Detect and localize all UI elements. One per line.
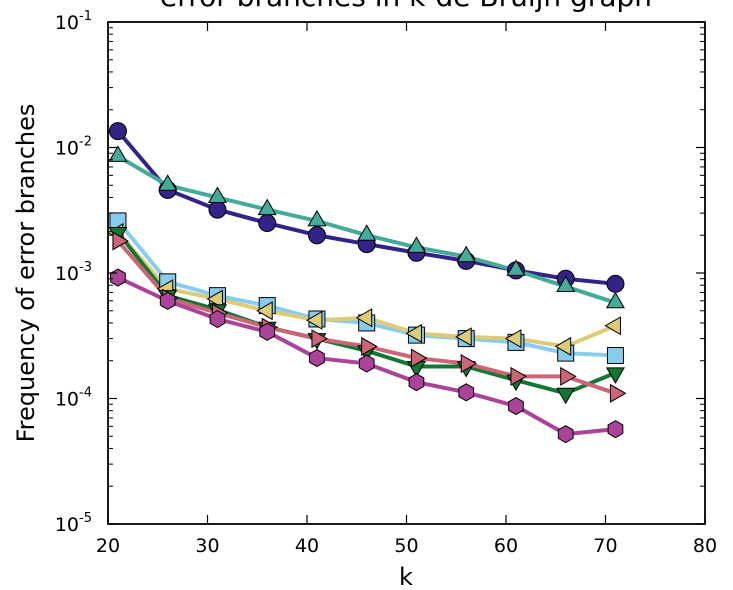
x-tick-label: 40 <box>295 535 319 557</box>
series-4-point <box>405 323 422 343</box>
series-6-point <box>311 329 328 349</box>
series-1-point <box>208 200 227 219</box>
series-2-point <box>158 174 178 191</box>
series-4-point <box>554 336 572 356</box>
series-2-point <box>506 259 526 276</box>
x-axis-label: k <box>399 563 413 590</box>
y-tick-label-exponent: -4 <box>79 386 92 401</box>
y-tick-label: 10-4 <box>55 386 92 411</box>
y-tick-label-exponent: -5 <box>79 511 92 526</box>
series-6-point <box>361 336 378 356</box>
y-tick-label-base: 10 <box>55 389 79 411</box>
series-7-point <box>110 268 126 287</box>
series-7-point <box>408 373 425 392</box>
series-7-point <box>508 397 524 416</box>
series-1-point <box>108 122 127 141</box>
series-6-point <box>510 366 527 386</box>
series-3-point <box>606 347 624 365</box>
axis-ticks <box>107 21 706 525</box>
series-4-point <box>504 329 522 349</box>
series-2-point <box>307 209 327 227</box>
series-4-point <box>305 310 323 330</box>
series-4-point <box>604 316 621 336</box>
y-tick-label-exponent: -3 <box>79 260 92 275</box>
y-tick-label-base: 10 <box>55 514 79 536</box>
series-2-point <box>257 198 277 216</box>
series-6-point <box>460 353 478 374</box>
series-1-line <box>116 129 616 286</box>
plot-frame <box>107 21 706 525</box>
series-1-point <box>258 214 277 233</box>
series-1-point <box>606 274 625 293</box>
series-lines <box>116 129 617 437</box>
series-7-point <box>358 354 375 373</box>
series-6-point <box>560 366 577 386</box>
series-7-point <box>309 348 325 368</box>
x-tick-label: 30 <box>195 535 219 557</box>
chart-title: error branches in k-de Bruijn graph <box>160 0 652 13</box>
series-2-point <box>207 186 227 203</box>
y-tick-label: 10-2 <box>55 135 92 160</box>
series-2-point <box>406 236 426 253</box>
series-5-point <box>556 387 576 405</box>
y-tick-label-base: 10 <box>55 12 79 34</box>
series-6-point <box>410 348 428 368</box>
x-tick-label: 20 <box>96 535 120 557</box>
series-2-point <box>108 145 128 162</box>
x-tick-label: 70 <box>593 535 617 557</box>
y-axis-label: Frequency of error branches <box>12 104 40 443</box>
series-7-point <box>259 322 276 341</box>
y-tick-label: 10-5 <box>55 511 92 536</box>
y-tick-label-exponent: -2 <box>79 135 92 150</box>
y-tick-label-base: 10 <box>55 138 79 160</box>
series-4-point <box>455 327 472 347</box>
x-tick-label: 80 <box>693 535 717 557</box>
series-7-point <box>209 309 226 329</box>
y-tick-label: 10-3 <box>55 260 92 285</box>
series-4-point <box>256 301 273 321</box>
series-7-point <box>557 425 574 444</box>
series-2-point <box>605 291 625 309</box>
y-tick-label-exponent: -1 <box>79 9 92 24</box>
y-tick-label: 10-1 <box>55 9 92 34</box>
series-5-point <box>605 367 625 384</box>
series-2-point <box>456 245 476 263</box>
series-1-point <box>307 226 326 245</box>
x-tick-label: 60 <box>494 535 518 557</box>
series-7-point <box>607 420 624 439</box>
series-markers <box>106 122 627 444</box>
series-7-point <box>159 291 176 310</box>
series-2-point <box>357 224 377 241</box>
series-6-point <box>112 231 129 251</box>
y-tick-label-base: 10 <box>55 263 79 285</box>
series-2-point <box>556 275 576 293</box>
x-tick-label: 50 <box>394 535 418 557</box>
series-4-point <box>355 308 373 328</box>
series-7-point <box>458 383 475 402</box>
series-6-point <box>609 383 627 403</box>
series-4-point <box>206 289 223 309</box>
